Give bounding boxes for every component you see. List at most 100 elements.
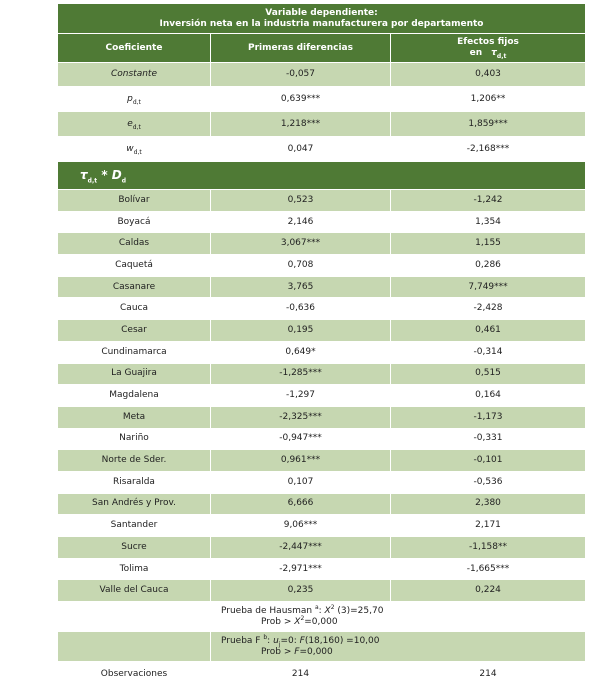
text-part: a	[314, 603, 319, 611]
value: 3,067***	[280, 238, 321, 249]
value: 2,171	[475, 520, 501, 531]
value-cell: 214	[210, 661, 391, 689]
test-cell: Prueba F b: uj=0: F(18,160) =10,00 Prob >…	[209, 631, 587, 663]
text-part: (18,160) =10,00	[304, 635, 380, 646]
text-part: 2	[300, 614, 305, 622]
label: Sucre	[121, 541, 147, 552]
value-cell: -2,971***	[210, 557, 391, 581]
table-row: Magdalena -1,297 0,164	[57, 384, 587, 407]
label: Cauca	[120, 303, 148, 314]
value-cell: 2,146	[210, 210, 391, 234]
table-row: Meta -2,325*** -1,173	[57, 405, 587, 429]
label: Magdalena	[109, 390, 159, 401]
value-cell: -0,057	[210, 62, 391, 87]
value-cell: -0,536	[389, 470, 587, 494]
table-row: Caldas 3,067*** 1,155	[57, 232, 587, 256]
symbol: τ	[491, 48, 497, 58]
table-title: Variable dependiente: Inversión neta en l…	[56, 3, 587, 34]
value: 0,961***	[280, 455, 321, 466]
department-name: Tolima	[57, 557, 211, 581]
table-row: Variable dependiente: Inversión neta en l…	[56, 3, 587, 34]
label: Caldas	[118, 238, 150, 249]
label: Valle del Cauca	[99, 585, 169, 596]
header-text: en	[469, 48, 483, 58]
column-header: Coeficiente	[57, 33, 211, 63]
value-cell: 214	[389, 661, 587, 689]
table-row: Boyacá 2,146 1,354	[57, 210, 587, 234]
text-part: :	[318, 605, 325, 616]
value: 0,523	[287, 194, 314, 205]
value-cell: 9,06***	[210, 514, 391, 537]
title-line: Variable dependiente:	[265, 7, 378, 18]
value-cell: -0,101	[389, 449, 587, 472]
value-cell: 0,639***	[210, 86, 391, 112]
department-name: Caquetá	[57, 254, 211, 277]
table-row: Casanare 3,765 7,749***	[57, 275, 587, 299]
value: 0,403	[475, 69, 501, 79]
table-row: wd,t 0,047 -2,168***	[57, 136, 587, 162]
value-cell: 0,107	[210, 470, 391, 494]
text-part: Prob >	[261, 646, 295, 657]
value: -1,158**	[469, 541, 508, 552]
department-name: Cundinamarca	[57, 340, 211, 364]
table-row: Nariño -0,947*** -0,331	[57, 427, 587, 451]
symbol: e	[127, 118, 133, 129]
table-row: San Andrés y Prov. 6,666 2,380	[57, 492, 587, 516]
value: -1,665***	[466, 563, 510, 574]
value-cell: 0,286	[389, 254, 587, 277]
table-row: ed,t 1,218*** 1,859***	[57, 111, 587, 137]
value-cell: 0,961***	[210, 449, 391, 472]
value: -1,285***	[279, 368, 322, 379]
value: 0,286	[475, 259, 501, 270]
value-cell: 0,649*	[210, 340, 391, 364]
symbol: τ	[80, 167, 88, 182]
value: -0,636	[285, 303, 315, 314]
value: 0,164	[475, 390, 501, 401]
section-label: τd,t * Dd	[80, 167, 126, 184]
value-cell: 2,380	[389, 492, 587, 516]
department-name: Norte de Sder.	[57, 449, 211, 472]
department-name: Valle del Cauca	[57, 579, 211, 603]
value-cell: 0,515	[389, 362, 587, 386]
symbol: w	[126, 143, 134, 154]
value-cell: -1,297	[210, 384, 391, 407]
test-line: Prueba de Hausman a: X2 (3)=25,70	[221, 603, 585, 617]
table-row: Valle del Cauca 0,235 0,224	[57, 579, 587, 603]
department-name: La Guajira	[57, 362, 211, 386]
value: -2,168***	[466, 143, 510, 154]
value-cell: -1,158**	[389, 536, 587, 559]
text-part: =0:	[280, 635, 300, 646]
label: Constante	[111, 69, 157, 79]
label: Cesar	[121, 324, 147, 335]
value: 0,649*	[285, 346, 316, 357]
label: Tolima	[119, 563, 149, 574]
label: Nariño	[119, 433, 149, 444]
value-cell: -0,636	[210, 297, 391, 321]
table-row: Cesar 0,195 0,461	[57, 319, 587, 342]
table-row: La Guajira -1,285*** 0,515	[57, 362, 587, 386]
text-part: =0,000	[304, 616, 338, 627]
value-cell: -0,314	[389, 340, 587, 364]
text-part: F	[299, 635, 305, 646]
value-cell: 1,354	[389, 210, 587, 234]
value: 0,107	[287, 476, 314, 487]
value-cell: -2,168***	[389, 136, 587, 162]
department-name: Bolívar	[57, 189, 211, 212]
department-name: Santander	[57, 514, 211, 537]
value-cell: 0,224	[389, 579, 587, 603]
header-text: en τd,t	[391, 48, 585, 59]
value-cell: 0,403	[389, 62, 587, 87]
table-row: Coeficiente Primeras diferencias Efectos f…	[57, 33, 587, 63]
symbol: D	[111, 167, 122, 182]
value-cell: 7,749***	[389, 275, 587, 299]
blank-cell	[57, 601, 211, 633]
value: 0,047	[287, 143, 314, 154]
table-row: Constante -0,057 0,403	[57, 62, 587, 87]
table-body: Variable dependiente: Inversión neta en l…	[56, 3, 587, 689]
department-name: Sucre	[57, 536, 211, 559]
section-header: τd,t * Dd	[56, 161, 587, 190]
value: 0,708	[287, 259, 314, 270]
department-name: Cauca	[57, 297, 211, 321]
table-row: Cundinamarca 0,649* -0,314	[57, 340, 587, 364]
